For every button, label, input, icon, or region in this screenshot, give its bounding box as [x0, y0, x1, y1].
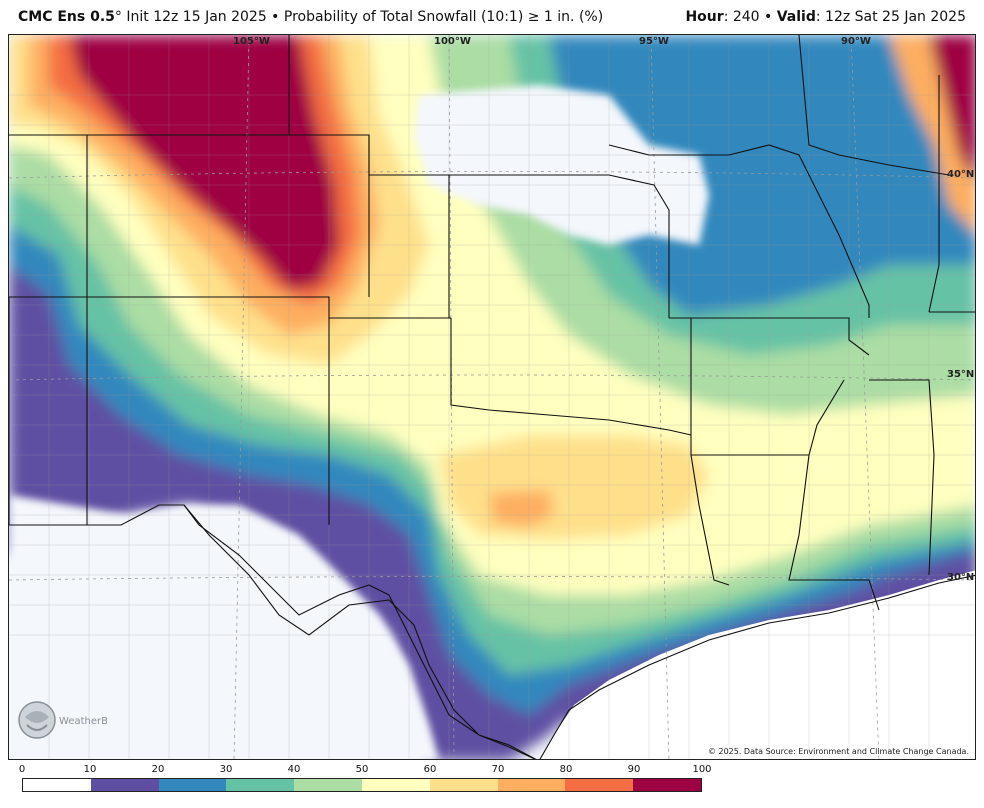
legend-swatch-0-10 [23, 779, 91, 791]
gulf-coastline [539, 574, 975, 759]
legend-swatch-90-100 [633, 779, 701, 791]
legend-swatch-80-90 [565, 779, 634, 791]
longitude-label-95w: 95°W [639, 36, 669, 47]
legend-tick-20: 20 [151, 764, 165, 775]
legend-swatch-40-50 [294, 779, 362, 791]
hour-label: Hour [685, 9, 724, 25]
longitude-label-105w: 105°W [233, 36, 270, 47]
header-valid-time: Hour: 240 • Valid: 12z Sat 25 Jan 2025 [685, 0, 966, 34]
legend-tick-30: 30 [219, 764, 233, 775]
legend-tick-60: 60 [423, 764, 437, 775]
map-header: CMC Ens 0.5° Init 12z 15 Jan 2025 • Prob… [0, 0, 984, 34]
legend-tick-50: 50 [355, 764, 369, 775]
legend-tick-90: 90 [627, 764, 641, 775]
legend-swatch-10-20 [90, 779, 159, 791]
rio-grande-border [183, 504, 537, 759]
init-description: Init 12z 15 Jan 2025 • Probability of To… [121, 9, 604, 25]
graticule [9, 35, 975, 759]
degree-symbol: ° [114, 9, 122, 25]
valid-value: : 12z Sat 25 Jan 2025 [815, 9, 966, 25]
latitude-label-40n: 40°N [947, 169, 975, 180]
legend-tick-labels: 0 10 20 30 40 50 60 70 80 90 100 [18, 764, 712, 778]
legend-tick-70: 70 [491, 764, 505, 775]
copyright-notice: © 2025. Data Source: Environment and Cli… [707, 747, 969, 756]
longitude-label-100w: 100°W [434, 36, 471, 47]
probability-legend: 0 10 20 30 40 50 60 70 80 90 100 [18, 764, 712, 804]
logo-text: WeatherBELL [59, 716, 107, 727]
legend-swatch-70-80 [497, 779, 566, 791]
legend-tick-40: 40 [287, 764, 301, 775]
legend-swatch-60-70 [429, 779, 498, 791]
state-borders [9, 35, 975, 759]
latitude-label-30n: 30°N [947, 572, 975, 583]
map-canvas [9, 35, 975, 759]
model-name: CMC Ens 0.5 [18, 9, 115, 25]
longitude-label-90w: 90°W [841, 36, 871, 47]
legend-tick-100: 100 [692, 764, 712, 775]
legend-color-bar [22, 778, 702, 792]
legend-tick-10: 10 [83, 764, 97, 775]
latitude-label-35n: 35°N [947, 369, 975, 380]
legend-swatch-30-40 [226, 779, 295, 791]
legend-tick-0: 0 [18, 764, 26, 775]
legend-tick-80: 80 [559, 764, 573, 775]
legend-swatch-20-30 [158, 779, 227, 791]
header-title: CMC Ens 0.5° Init 12z 15 Jan 2025 • Prob… [18, 0, 603, 34]
legend-swatch-50-60 [361, 779, 430, 791]
weatherbell-logo: WeatherBELL [15, 697, 107, 743]
hour-value: : 240 • [723, 9, 777, 25]
valid-label: Valid [776, 9, 816, 25]
snowfall-probability-map[interactable]: 105°W 100°W 95°W 90°W 40°N 35°N 30°N Wea… [8, 34, 976, 760]
